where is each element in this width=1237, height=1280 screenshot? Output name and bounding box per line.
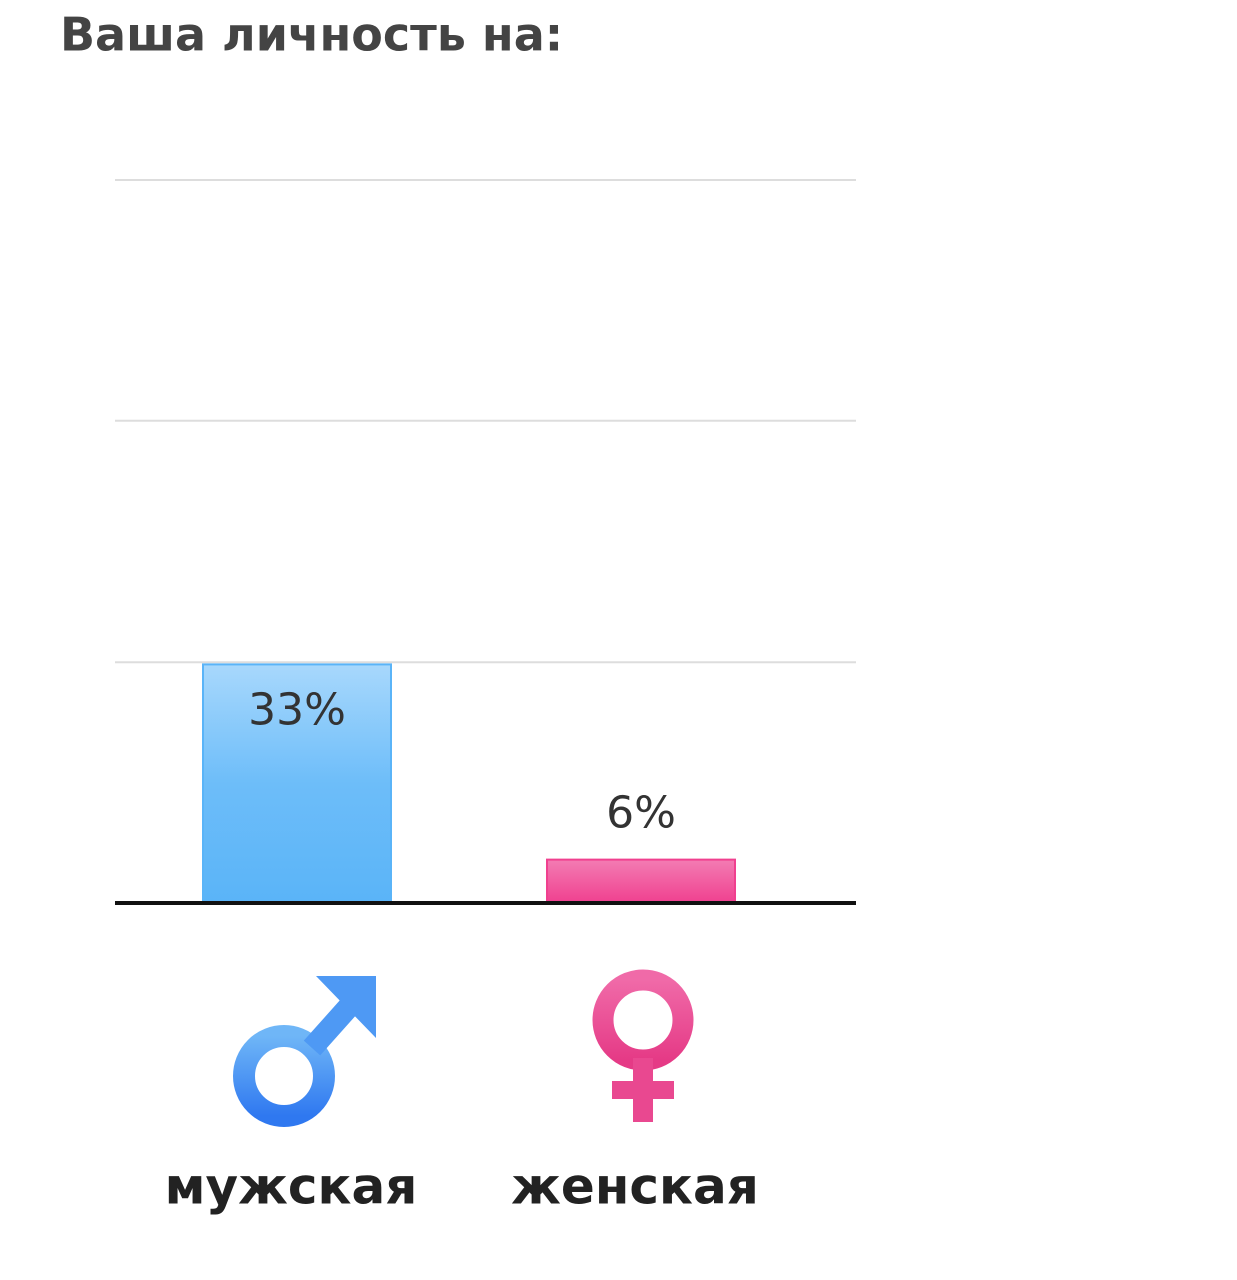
x-tick-label: женская [511,1158,759,1216]
value-label: 33% [248,684,346,735]
bar [546,858,736,904]
male-icon [233,976,376,1127]
bar [202,663,392,904]
chart-title: Ваша личность на: [60,8,563,62]
x-tick-label: мужская [165,1158,418,1216]
value-label: 6% [606,788,676,839]
female-icon [592,969,694,1122]
